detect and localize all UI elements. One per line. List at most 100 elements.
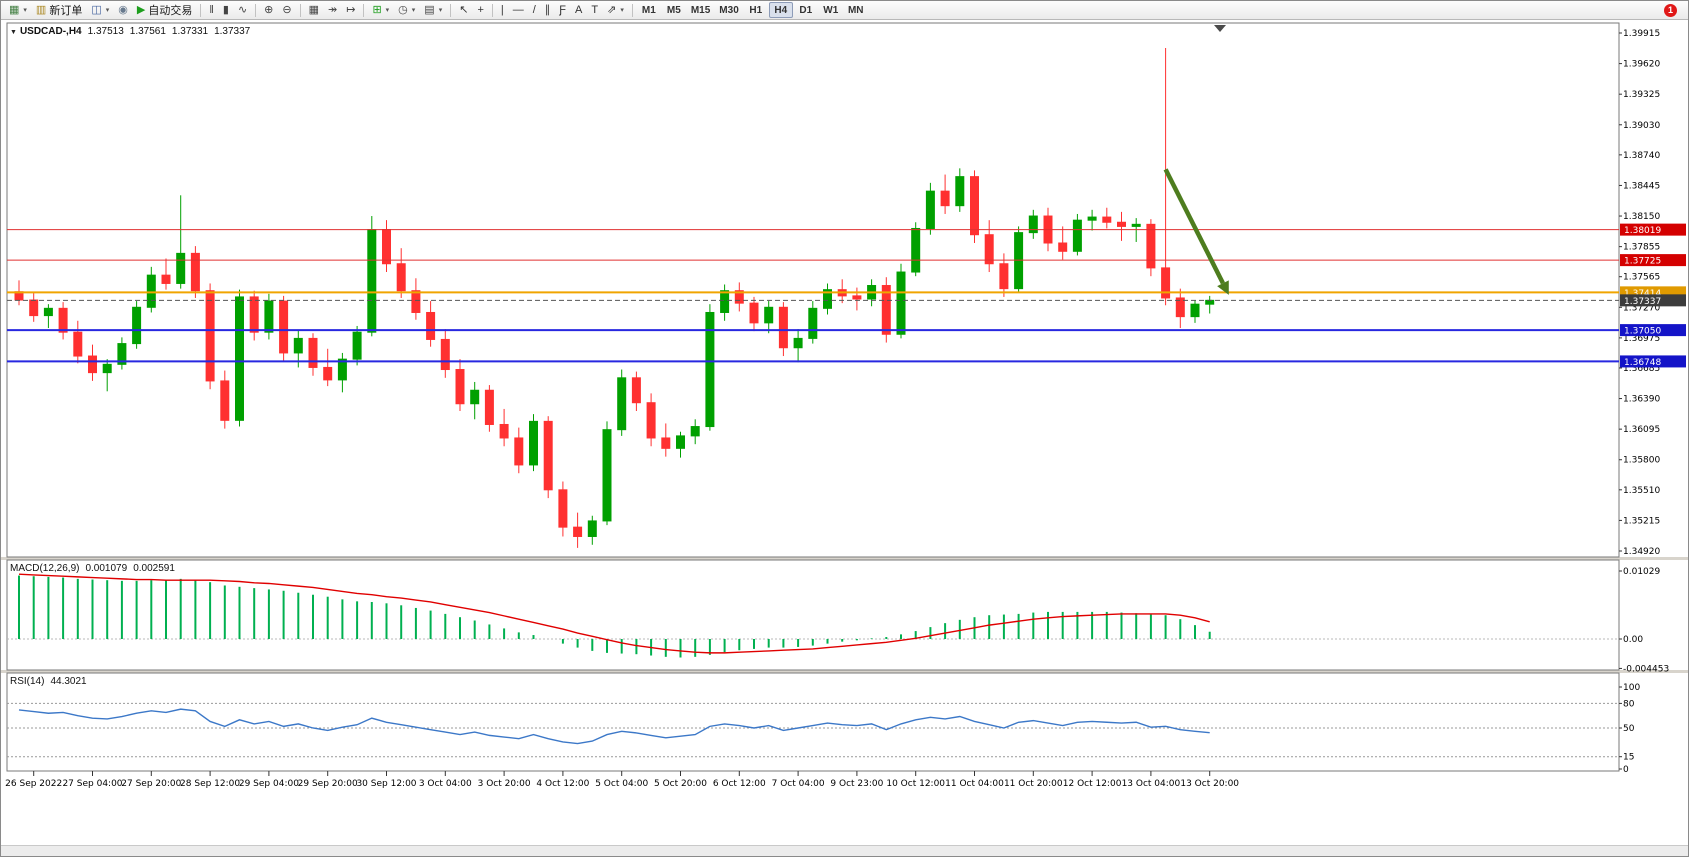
candle	[396, 248, 406, 298]
candle	[190, 246, 200, 298]
candle	[102, 359, 112, 392]
new-order-button[interactable]: ▥ 新订单	[32, 2, 86, 19]
text-tool-icon: A	[575, 3, 583, 16]
sounds-icon: ◉	[118, 3, 128, 16]
price-badge: 1.37337	[1620, 294, 1686, 307]
periods-button[interactable]: ◷ ▾	[394, 2, 419, 19]
price-badge-label: 1.37337	[1624, 297, 1661, 307]
tile-windows-icon: ▦	[308, 3, 319, 16]
pane-splitter[interactable]	[1, 670, 1689, 673]
price-axis-label: 1.35510	[1623, 486, 1660, 496]
main-chart-pane	[6, 22, 1620, 558]
equidistant-channel-tool-button[interactable]: ∥	[541, 2, 555, 19]
price-badge: 1.37725	[1620, 254, 1686, 267]
candle	[249, 290, 259, 341]
rsi-axis-label: 100	[1623, 683, 1640, 693]
annotation-arrow[interactable]	[1163, 168, 1225, 285]
candle	[631, 371, 641, 411]
auto-trading-button[interactable]: ▶ 自动交易	[133, 2, 196, 19]
price-badge-label: 1.38019	[1624, 226, 1661, 236]
price-axis-label: 1.38150	[1623, 212, 1660, 222]
candle	[778, 302, 788, 357]
status-bar	[1, 845, 1688, 856]
candle	[690, 419, 700, 445]
crosshair-button[interactable]: +	[473, 2, 487, 19]
chart-shift-button[interactable]: ↦	[342, 2, 359, 19]
toolbar-separator	[299, 3, 301, 17]
bar-chart-mode-button[interactable]: ‖	[205, 2, 218, 19]
price-axis-label: 1.35215	[1623, 516, 1660, 526]
time-axis-label: 7 Oct 04:00	[772, 779, 825, 789]
candle	[1175, 288, 1185, 329]
chart-shift-marker-icon	[1214, 25, 1226, 32]
candle	[573, 512, 583, 548]
text-tool-button[interactable]: A	[571, 2, 586, 19]
vertical-line-tool-button[interactable]: |	[497, 2, 508, 19]
price-badge: 1.38019	[1620, 223, 1686, 236]
indicators-button[interactable]: ⊞ ▾	[368, 2, 393, 19]
candlestick-mode-icon: ▮	[222, 3, 229, 16]
templates-button[interactable]: ▤ ▾	[420, 2, 446, 19]
candle	[1190, 300, 1200, 323]
tile-windows-button[interactable]: ▦	[305, 2, 323, 19]
horizontal-line-tool-icon: —	[512, 3, 524, 16]
timeframe-d1-button[interactable]: D1	[799, 5, 813, 16]
arrows-tool-button[interactable]: ⇗ ▾	[603, 2, 628, 19]
timeframe-h1-button[interactable]: H1	[749, 5, 763, 16]
timeframe-m30-button[interactable]: M30	[719, 5, 739, 16]
candle	[925, 182, 935, 235]
candlestick-mode-button[interactable]: ▮	[219, 2, 233, 19]
macd-axis-label: 0.00	[1623, 635, 1643, 645]
candle	[470, 381, 480, 420]
timeframe-mn-button[interactable]: MN	[847, 5, 864, 16]
notification-badge[interactable]: 1	[1664, 3, 1677, 17]
line-chart-mode-icon: ∿	[237, 3, 248, 16]
candle	[117, 337, 127, 370]
timeframe-m5-button[interactable]: M5	[666, 5, 681, 16]
macd-signal-line	[18, 573, 1210, 654]
trendline-tool-button[interactable]: /	[529, 2, 540, 19]
candle	[1072, 213, 1082, 256]
line-chart-mode-button[interactable]: ∿	[234, 2, 251, 19]
price-axis-label: 1.36685	[1623, 364, 1660, 374]
templates-caret-icon: ▾	[438, 7, 443, 14]
cursor-icon: ↖	[459, 3, 469, 16]
rsi-title: RSI(14) 44.3021	[10, 676, 93, 687]
text-label-tool-button[interactable]: T	[587, 2, 602, 19]
cursor-button[interactable]: ↖	[455, 2, 472, 19]
sounds-button[interactable]: ◉	[114, 2, 132, 19]
macd-label: MACD(12,26,9)	[10, 563, 80, 574]
new-chart-icon: ▦	[9, 3, 20, 16]
horizontal-line-tool-button[interactable]: —	[509, 2, 528, 19]
timeframe-w1-button[interactable]: W1	[823, 5, 839, 16]
timeframe-m1-button[interactable]: M1	[641, 5, 656, 16]
auto-scroll-button[interactable]: ↠	[324, 2, 341, 19]
candle	[73, 320, 83, 364]
price-axis-label: 1.39620	[1623, 60, 1660, 70]
zoom-out-button[interactable]: ⊖	[278, 2, 295, 19]
rsi-line	[18, 708, 1210, 745]
toolbar-separator	[491, 3, 493, 17]
time-axis-label: 29 Sep 04:00	[239, 779, 299, 789]
fibonacci-tool-button[interactable]: Ƒ	[555, 2, 570, 19]
chart-profiles-button[interactable]: ◫ ▾	[87, 2, 113, 19]
time-axis-label: 9 Oct 23:00	[830, 779, 883, 789]
pane-splitter[interactable]	[1, 557, 1689, 560]
price-axis-label: 1.34920	[1623, 547, 1660, 557]
zoom-in-button[interactable]: ⊕	[260, 2, 277, 19]
candle	[896, 263, 906, 339]
timeframe-h4-button[interactable]: H4	[768, 2, 793, 18]
collapse-arrow-icon[interactable]: ▼	[10, 29, 17, 36]
new-chart-button[interactable]: ▦ ▾	[5, 2, 31, 19]
price-badge: 1.36748	[1620, 355, 1686, 368]
time-axis-label: 5 Oct 04:00	[595, 779, 648, 789]
candle	[823, 283, 832, 315]
candle	[1058, 226, 1068, 260]
annotation-arrow-head[interactable]	[1217, 280, 1229, 295]
templates-icon: ▤	[424, 3, 435, 16]
text-label-tool-icon: T	[591, 3, 599, 16]
candle	[1087, 209, 1097, 231]
candle	[999, 253, 1009, 297]
timeframe-m15-button[interactable]: M15	[690, 5, 711, 16]
